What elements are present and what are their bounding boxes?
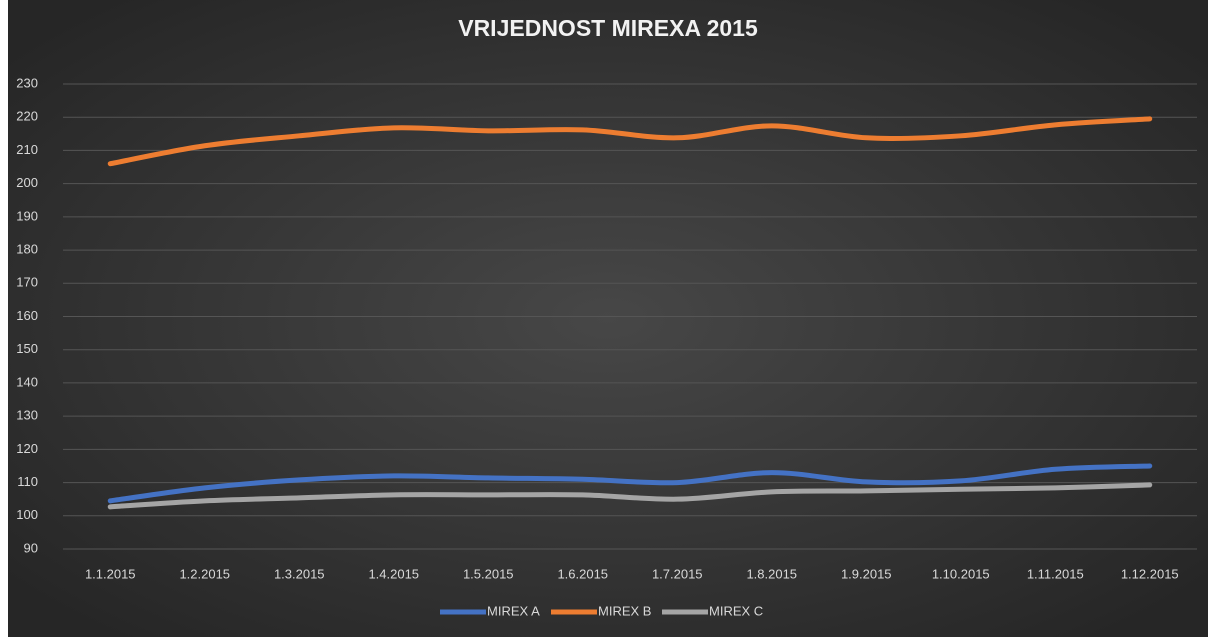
x-tick-label: 1.6.2015 [557, 566, 608, 581]
y-tick-label: 140 [16, 374, 38, 389]
legend-label: MIREX A [487, 603, 540, 618]
y-tick-label: 150 [16, 341, 38, 356]
y-tick-label: 180 [16, 242, 38, 257]
y-tick-label: 160 [16, 308, 38, 323]
legend-label: MIREX B [598, 603, 651, 618]
y-tick-label: 110 [17, 474, 38, 489]
y-tick-label: 200 [16, 175, 38, 190]
y-tick-label: 190 [16, 208, 38, 223]
x-tick-label: 1.2.2015 [179, 566, 230, 581]
x-tick-label: 1.1.2015 [85, 566, 136, 581]
y-tick-label: 100 [16, 507, 38, 522]
y-tick-label: 230 [16, 75, 38, 90]
legend-label: MIREX C [709, 603, 763, 618]
y-tick-label: 120 [16, 441, 38, 456]
series-line [107, 482, 1153, 510]
x-tick-label: 1.12.2015 [1121, 566, 1179, 581]
series-line [107, 463, 1153, 504]
x-tick-label: 1.8.2015 [746, 566, 797, 581]
x-tick-label: 1.11.2015 [1027, 566, 1084, 581]
chart-title: VRIJEDNOST MIREXA 2015 [458, 15, 758, 41]
y-tick-label: 170 [16, 275, 38, 290]
x-tick-label: 1.9.2015 [841, 566, 892, 581]
x-tick-label: 1.10.2015 [932, 566, 990, 581]
x-tick-label: 1.4.2015 [368, 566, 419, 581]
y-tick-label: 130 [16, 408, 38, 423]
x-tick-label: 1.5.2015 [463, 566, 514, 581]
y-tick-label: 90 [24, 540, 38, 555]
y-tick-label: 210 [16, 142, 38, 157]
x-tick-label: 1.3.2015 [274, 566, 325, 581]
series-line [107, 116, 1153, 167]
y-tick-label: 220 [16, 109, 38, 124]
x-tick-label: 1.7.2015 [652, 566, 703, 581]
chart-background [8, 0, 1208, 637]
